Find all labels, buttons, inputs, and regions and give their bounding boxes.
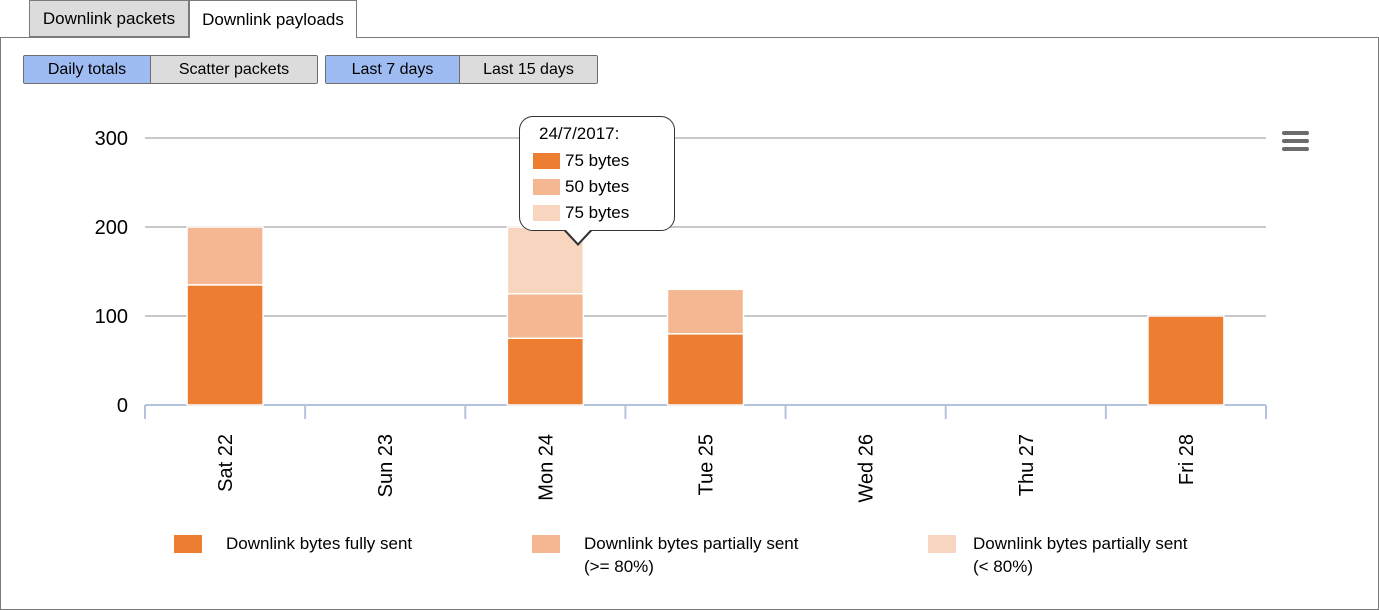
view-toggle-group: Daily totals Scatter packets	[23, 55, 318, 84]
legend-swatch	[532, 535, 560, 553]
tab-downlink-payloads[interactable]: Downlink payloads	[189, 0, 357, 38]
x-tick-label: Thu 27	[1016, 434, 1038, 496]
y-tick-label: 300	[95, 128, 128, 150]
tooltip-value: 75 bytes	[565, 203, 630, 222]
tooltip-swatch-fully-sent	[533, 153, 560, 169]
tooltip-value: 50 bytes	[565, 177, 630, 196]
x-tick-label: Mon 24	[535, 434, 557, 501]
chart-tooltip: 24/7/2017: 75 bytes 50 bytes 75 bytes	[519, 116, 675, 231]
legend-swatch	[174, 535, 202, 553]
last-15-days-button[interactable]: Last 15 days	[459, 56, 597, 83]
bar-segment	[1147, 315, 1225, 406]
tooltip-pointer-fill	[565, 229, 591, 243]
y-tick-label: 200	[95, 217, 128, 239]
hamburger-menu-icon[interactable]	[1282, 131, 1309, 153]
x-tick-label: Fri 28	[1176, 434, 1198, 485]
y-tick-label: 100	[95, 306, 128, 328]
legend-item-fully-sent[interactable]: Downlink bytes fully sent	[174, 532, 412, 555]
legend-label: Downlink bytes partially sent (>= 80%)	[584, 534, 799, 576]
y-tick-label: 0	[117, 395, 128, 417]
tab-downlink-packets[interactable]: Downlink packets	[29, 0, 189, 37]
tooltip-row: 50 bytes	[533, 177, 629, 197]
scatter-packets-button[interactable]: Scatter packets	[150, 56, 317, 83]
x-tick-label: Tue 25	[696, 434, 718, 496]
legend-label: Downlink bytes fully sent	[226, 534, 413, 553]
last-7-days-button[interactable]: Last 7 days	[326, 56, 459, 83]
tooltip-swatch-partial-ge80	[533, 179, 560, 195]
x-tick-label: Sat 22	[215, 434, 237, 492]
bar-segment	[666, 333, 745, 406]
legend-item-partial-ge80[interactable]: Downlink bytes partially sent (>= 80%)	[532, 532, 798, 578]
daily-totals-button[interactable]: Daily totals	[24, 56, 150, 83]
bar-segment	[666, 288, 745, 335]
tooltip-row: 75 bytes	[533, 203, 629, 223]
bar-segment	[186, 284, 264, 406]
x-tick-label: Wed 26	[856, 434, 878, 503]
legend-label: Downlink bytes partially sent (< 80%)	[973, 534, 1188, 576]
legend-swatch	[928, 535, 956, 553]
x-tick-label: Sun 23	[375, 434, 397, 497]
legend-item-partial-lt80[interactable]: Downlink bytes partially sent (< 80%)	[928, 532, 1187, 578]
bar-segment	[506, 337, 585, 406]
tooltip-row: 75 bytes	[533, 151, 629, 171]
tooltip-swatch-partial-lt80	[533, 205, 560, 221]
tooltip-date: 24/7/2017:	[539, 124, 620, 143]
range-toggle-group: Last 7 days Last 15 days	[325, 55, 598, 84]
bar-segment	[186, 226, 264, 286]
tooltip-value: 75 bytes	[565, 151, 630, 170]
bar-segment	[506, 293, 585, 339]
